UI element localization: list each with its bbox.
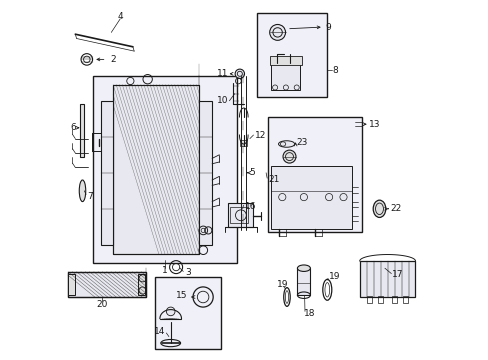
Ellipse shape xyxy=(297,265,310,271)
Bar xyxy=(402,296,407,303)
Text: 14: 14 xyxy=(154,328,165,336)
Bar xyxy=(230,207,247,223)
Text: 4: 4 xyxy=(117,12,123,21)
Text: 22: 22 xyxy=(389,204,401,213)
Ellipse shape xyxy=(79,180,85,202)
Bar xyxy=(240,140,247,146)
Bar xyxy=(359,261,415,297)
Ellipse shape xyxy=(372,200,385,217)
Text: 3: 3 xyxy=(185,269,190,277)
Text: 21: 21 xyxy=(267,175,279,184)
Bar xyxy=(113,85,199,254)
Text: 13: 13 xyxy=(368,120,380,129)
Bar xyxy=(271,166,352,229)
Bar xyxy=(391,296,397,303)
Bar xyxy=(68,272,145,297)
Text: 6: 6 xyxy=(70,123,76,132)
Bar xyxy=(80,104,84,157)
Text: 15: 15 xyxy=(176,292,187,300)
Bar xyxy=(137,274,145,295)
Bar xyxy=(257,13,326,97)
Bar xyxy=(68,274,75,295)
Text: 11: 11 xyxy=(216,69,228,78)
Text: 9: 9 xyxy=(325,23,330,32)
Bar xyxy=(366,296,371,303)
Bar xyxy=(199,101,212,245)
Bar xyxy=(267,117,361,232)
Text: 1: 1 xyxy=(162,266,168,275)
Bar xyxy=(377,296,382,303)
Text: 12: 12 xyxy=(254,131,265,140)
Ellipse shape xyxy=(278,141,294,147)
Circle shape xyxy=(269,24,285,40)
Bar xyxy=(154,277,221,349)
Text: 20: 20 xyxy=(97,300,108,309)
Circle shape xyxy=(283,150,295,163)
Text: 17: 17 xyxy=(391,270,403,279)
Circle shape xyxy=(346,118,358,131)
Bar xyxy=(93,76,237,263)
Bar xyxy=(271,63,300,90)
Text: 10: 10 xyxy=(216,96,228,105)
Bar xyxy=(269,56,302,65)
Bar xyxy=(228,203,253,227)
Text: 8: 8 xyxy=(332,66,338,75)
Bar xyxy=(68,272,145,297)
Circle shape xyxy=(235,69,244,78)
Text: 18: 18 xyxy=(303,309,315,318)
Text: 16: 16 xyxy=(244,202,256,211)
Text: 19: 19 xyxy=(328,272,340,281)
Text: 23: 23 xyxy=(296,138,307,147)
Bar xyxy=(101,101,113,245)
Circle shape xyxy=(166,307,175,316)
Text: 2: 2 xyxy=(110,55,116,64)
Bar xyxy=(113,85,199,254)
Text: 5: 5 xyxy=(248,168,254,177)
Bar xyxy=(297,268,310,295)
Text: 7: 7 xyxy=(87,192,92,201)
Text: 19: 19 xyxy=(277,280,288,289)
